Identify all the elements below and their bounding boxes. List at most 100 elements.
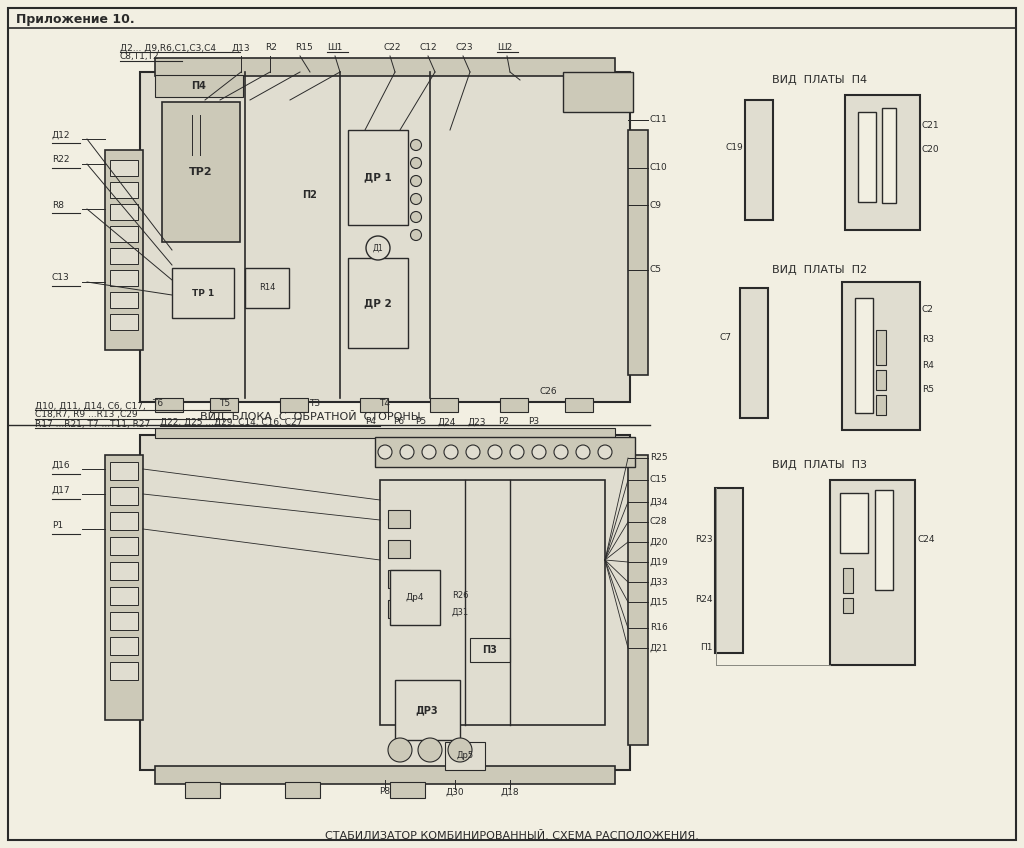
Circle shape [400,445,414,459]
Circle shape [411,140,422,150]
Text: Д21: Д21 [650,644,669,652]
Circle shape [422,445,436,459]
Text: П2: П2 [302,190,317,200]
Text: C9: C9 [650,200,662,209]
Text: ДР3: ДР3 [416,705,438,715]
Bar [105,150,143,350]
Bar [110,662,138,680]
Text: Ш2: Ш2 [497,43,512,53]
Bar [155,428,615,438]
Text: Д15: Д15 [650,598,669,606]
Text: Д13: Д13 [232,43,251,53]
Bar [110,204,138,220]
Text: P4: P4 [365,417,376,427]
Text: C18,R7, R9 ...R13 ,C29: C18,R7, R9 ...R13 ,C29 [35,410,137,420]
Bar [445,742,485,770]
Bar [348,258,408,348]
Bar [110,292,138,308]
Circle shape [444,445,458,459]
Text: Д34: Д34 [650,498,669,506]
Bar [110,487,138,505]
Circle shape [510,445,524,459]
Bar [876,395,886,415]
Bar [563,72,633,112]
Text: Д12: Д12 [52,131,71,140]
Text: Дp5: Дp5 [457,751,473,761]
Bar [628,455,648,745]
Text: R8: R8 [52,200,63,209]
Bar [390,570,440,625]
Bar [843,598,853,613]
Text: R23: R23 [695,535,713,544]
Bar [845,95,920,230]
Circle shape [388,738,412,762]
Text: ВИД  ПЛАТЫ  П3: ВИД ПЛАТЫ П3 [772,460,867,470]
Text: P1: P1 [52,521,63,529]
Bar [500,398,528,412]
Text: C23: C23 [456,43,474,53]
Text: Д33: Д33 [650,577,669,587]
Circle shape [554,445,568,459]
Bar [882,108,896,203]
Circle shape [411,211,422,222]
Text: P3: P3 [528,417,539,427]
Text: Д22, Д25 ...Д29, C14, C16, C27: Д22, Д25 ...Д29, C14, C16, C27 [160,417,302,427]
Circle shape [411,193,422,204]
Text: R14: R14 [259,283,275,293]
Text: C20: C20 [922,146,940,154]
Bar [110,314,138,330]
Text: C21: C21 [922,120,940,130]
Bar [110,182,138,198]
Text: R25: R25 [650,454,668,462]
Text: R16: R16 [650,623,668,633]
Text: Д17: Д17 [52,486,71,494]
Text: C13: C13 [52,274,70,282]
Bar [155,75,243,97]
Text: C22: C22 [383,43,400,53]
Text: Д16: Д16 [52,460,71,470]
Bar [745,100,773,220]
Text: C2: C2 [922,305,934,315]
Text: P8: P8 [380,788,390,796]
Text: ТР 1: ТР 1 [191,288,214,298]
Bar [715,488,743,653]
Text: Т3: Т3 [309,399,321,409]
Bar [375,437,635,467]
Text: P6: P6 [393,417,404,427]
Text: R5: R5 [922,386,934,394]
Bar [155,766,615,784]
Text: P5: P5 [415,417,426,427]
Text: Д24: Д24 [437,417,456,427]
Bar [830,480,915,665]
Text: Приложение 10.: Приложение 10. [16,14,134,26]
Bar [360,398,388,412]
Circle shape [411,176,422,187]
Bar [285,782,319,798]
Text: Д20: Д20 [650,538,669,546]
Bar [110,160,138,176]
Text: R2: R2 [265,43,276,53]
Text: П3: П3 [482,645,498,655]
Text: C19: C19 [726,143,743,153]
Bar [430,398,458,412]
Text: C8,T1,T2: C8,T1,T2 [120,53,160,62]
Bar [565,398,593,412]
Text: Дp4: Дp4 [406,593,424,601]
Bar [110,270,138,286]
Text: Д1: Д1 [373,243,383,253]
Text: Д19: Д19 [650,557,669,566]
Text: ТР2: ТР2 [189,167,213,177]
Text: R15: R15 [295,43,312,53]
Text: C5: C5 [650,265,662,275]
Text: C24: C24 [918,535,936,544]
Circle shape [418,738,442,762]
Text: R26: R26 [452,590,469,600]
Text: П4: П4 [191,81,207,91]
Circle shape [488,445,502,459]
Text: R17 ...R21, T7 ...T11, R27: R17 ...R21, T7 ...T11, R27 [35,420,151,428]
Bar [105,455,143,720]
Text: Д10, Д11, Д14, C6, C17,: Д10, Д11, Д14, C6, C17, [35,401,145,410]
Bar [140,72,630,402]
Bar [172,268,234,318]
Text: P2: P2 [498,417,509,427]
